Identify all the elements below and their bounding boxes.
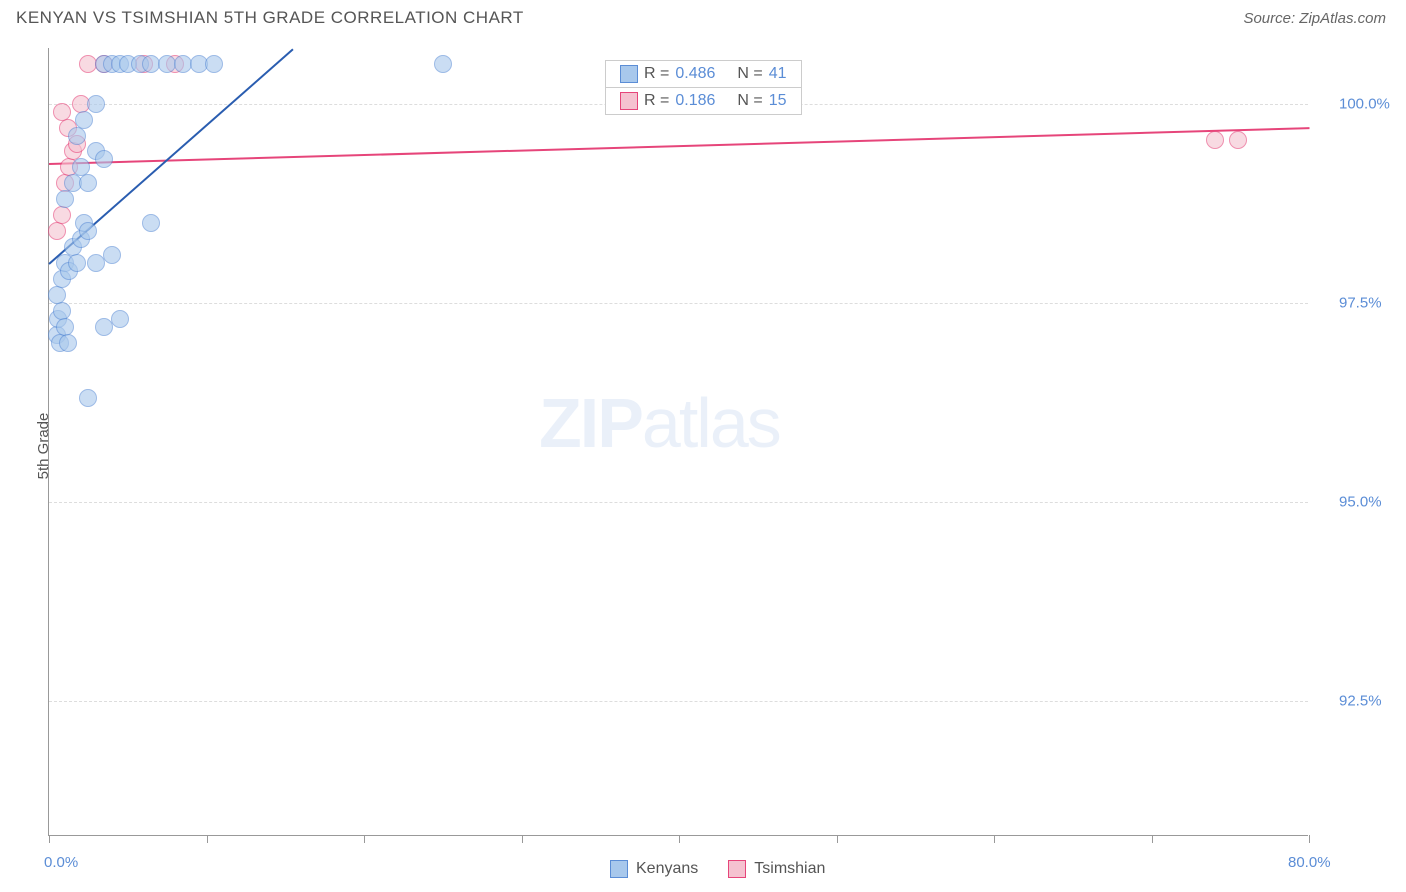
legend-label: Kenyans (636, 860, 698, 878)
legend-r-label: R = (644, 65, 669, 83)
y-tick-label: 95.0% (1339, 493, 1382, 510)
legend-r-label: R = (644, 92, 669, 110)
legend-swatch (620, 92, 638, 110)
x-tick (1152, 835, 1153, 843)
x-tick (522, 835, 523, 843)
data-point (1206, 131, 1224, 149)
data-point (48, 286, 66, 304)
legend-item: Kenyans (610, 860, 698, 878)
correlation-legend: R = 0.486 N = 41 R = 0.186 N = 15 (605, 60, 802, 115)
data-point (68, 127, 86, 145)
data-point (1229, 131, 1247, 149)
data-point (59, 334, 77, 352)
x-tick (207, 835, 208, 843)
data-point (53, 103, 71, 121)
y-tick-label: 97.5% (1339, 294, 1382, 311)
data-point (56, 190, 74, 208)
legend-label: Tsimshian (754, 860, 825, 878)
watermark: ZIPatlas (539, 383, 780, 463)
legend-swatch (620, 65, 638, 83)
gridline (49, 701, 1308, 702)
data-point (142, 214, 160, 232)
data-point (79, 389, 97, 407)
x-tick (994, 835, 995, 843)
data-point (95, 150, 113, 168)
legend-swatch (610, 860, 628, 878)
y-tick-label: 92.5% (1339, 692, 1382, 709)
data-point (79, 174, 97, 192)
y-tick-label: 100.0% (1339, 95, 1390, 112)
chart-title: KENYAN VS TSIMSHIAN 5TH GRADE CORRELATIO… (16, 8, 524, 28)
legend-n-value: 41 (769, 65, 787, 83)
data-point (111, 310, 129, 328)
legend-swatch (728, 860, 746, 878)
legend-r-value: 0.486 (675, 65, 715, 83)
x-tick (49, 835, 50, 843)
legend-n-label: N = (737, 65, 762, 83)
x-tick (1309, 835, 1310, 843)
data-point (68, 254, 86, 272)
legend-r-value: 0.186 (675, 92, 715, 110)
data-point (75, 111, 93, 129)
x-max-label: 80.0% (1288, 854, 1331, 871)
chart-plot-area: ZIPatlas 92.5%95.0%97.5%100.0% (48, 48, 1308, 836)
data-point (434, 55, 452, 73)
legend-row: R = 0.186 N = 15 (606, 87, 801, 114)
x-tick (837, 835, 838, 843)
gridline (49, 303, 1308, 304)
series-legend: Kenyans Tsimshian (610, 860, 825, 878)
legend-item: Tsimshian (728, 860, 825, 878)
x-tick (364, 835, 365, 843)
data-point (205, 55, 223, 73)
legend-n-value: 15 (769, 92, 787, 110)
x-min-label: 0.0% (44, 854, 78, 871)
data-point (95, 318, 113, 336)
trend-line (49, 128, 1309, 166)
data-point (79, 222, 97, 240)
x-tick (679, 835, 680, 843)
chart-header: KENYAN VS TSIMSHIAN 5TH GRADE CORRELATIO… (0, 0, 1406, 32)
data-point (53, 206, 71, 224)
legend-row: R = 0.486 N = 41 (606, 61, 801, 87)
data-point (103, 246, 121, 264)
gridline (49, 502, 1308, 503)
chart-source: Source: ZipAtlas.com (1243, 10, 1386, 27)
legend-n-label: N = (737, 92, 762, 110)
data-point (48, 222, 66, 240)
data-point (87, 95, 105, 113)
